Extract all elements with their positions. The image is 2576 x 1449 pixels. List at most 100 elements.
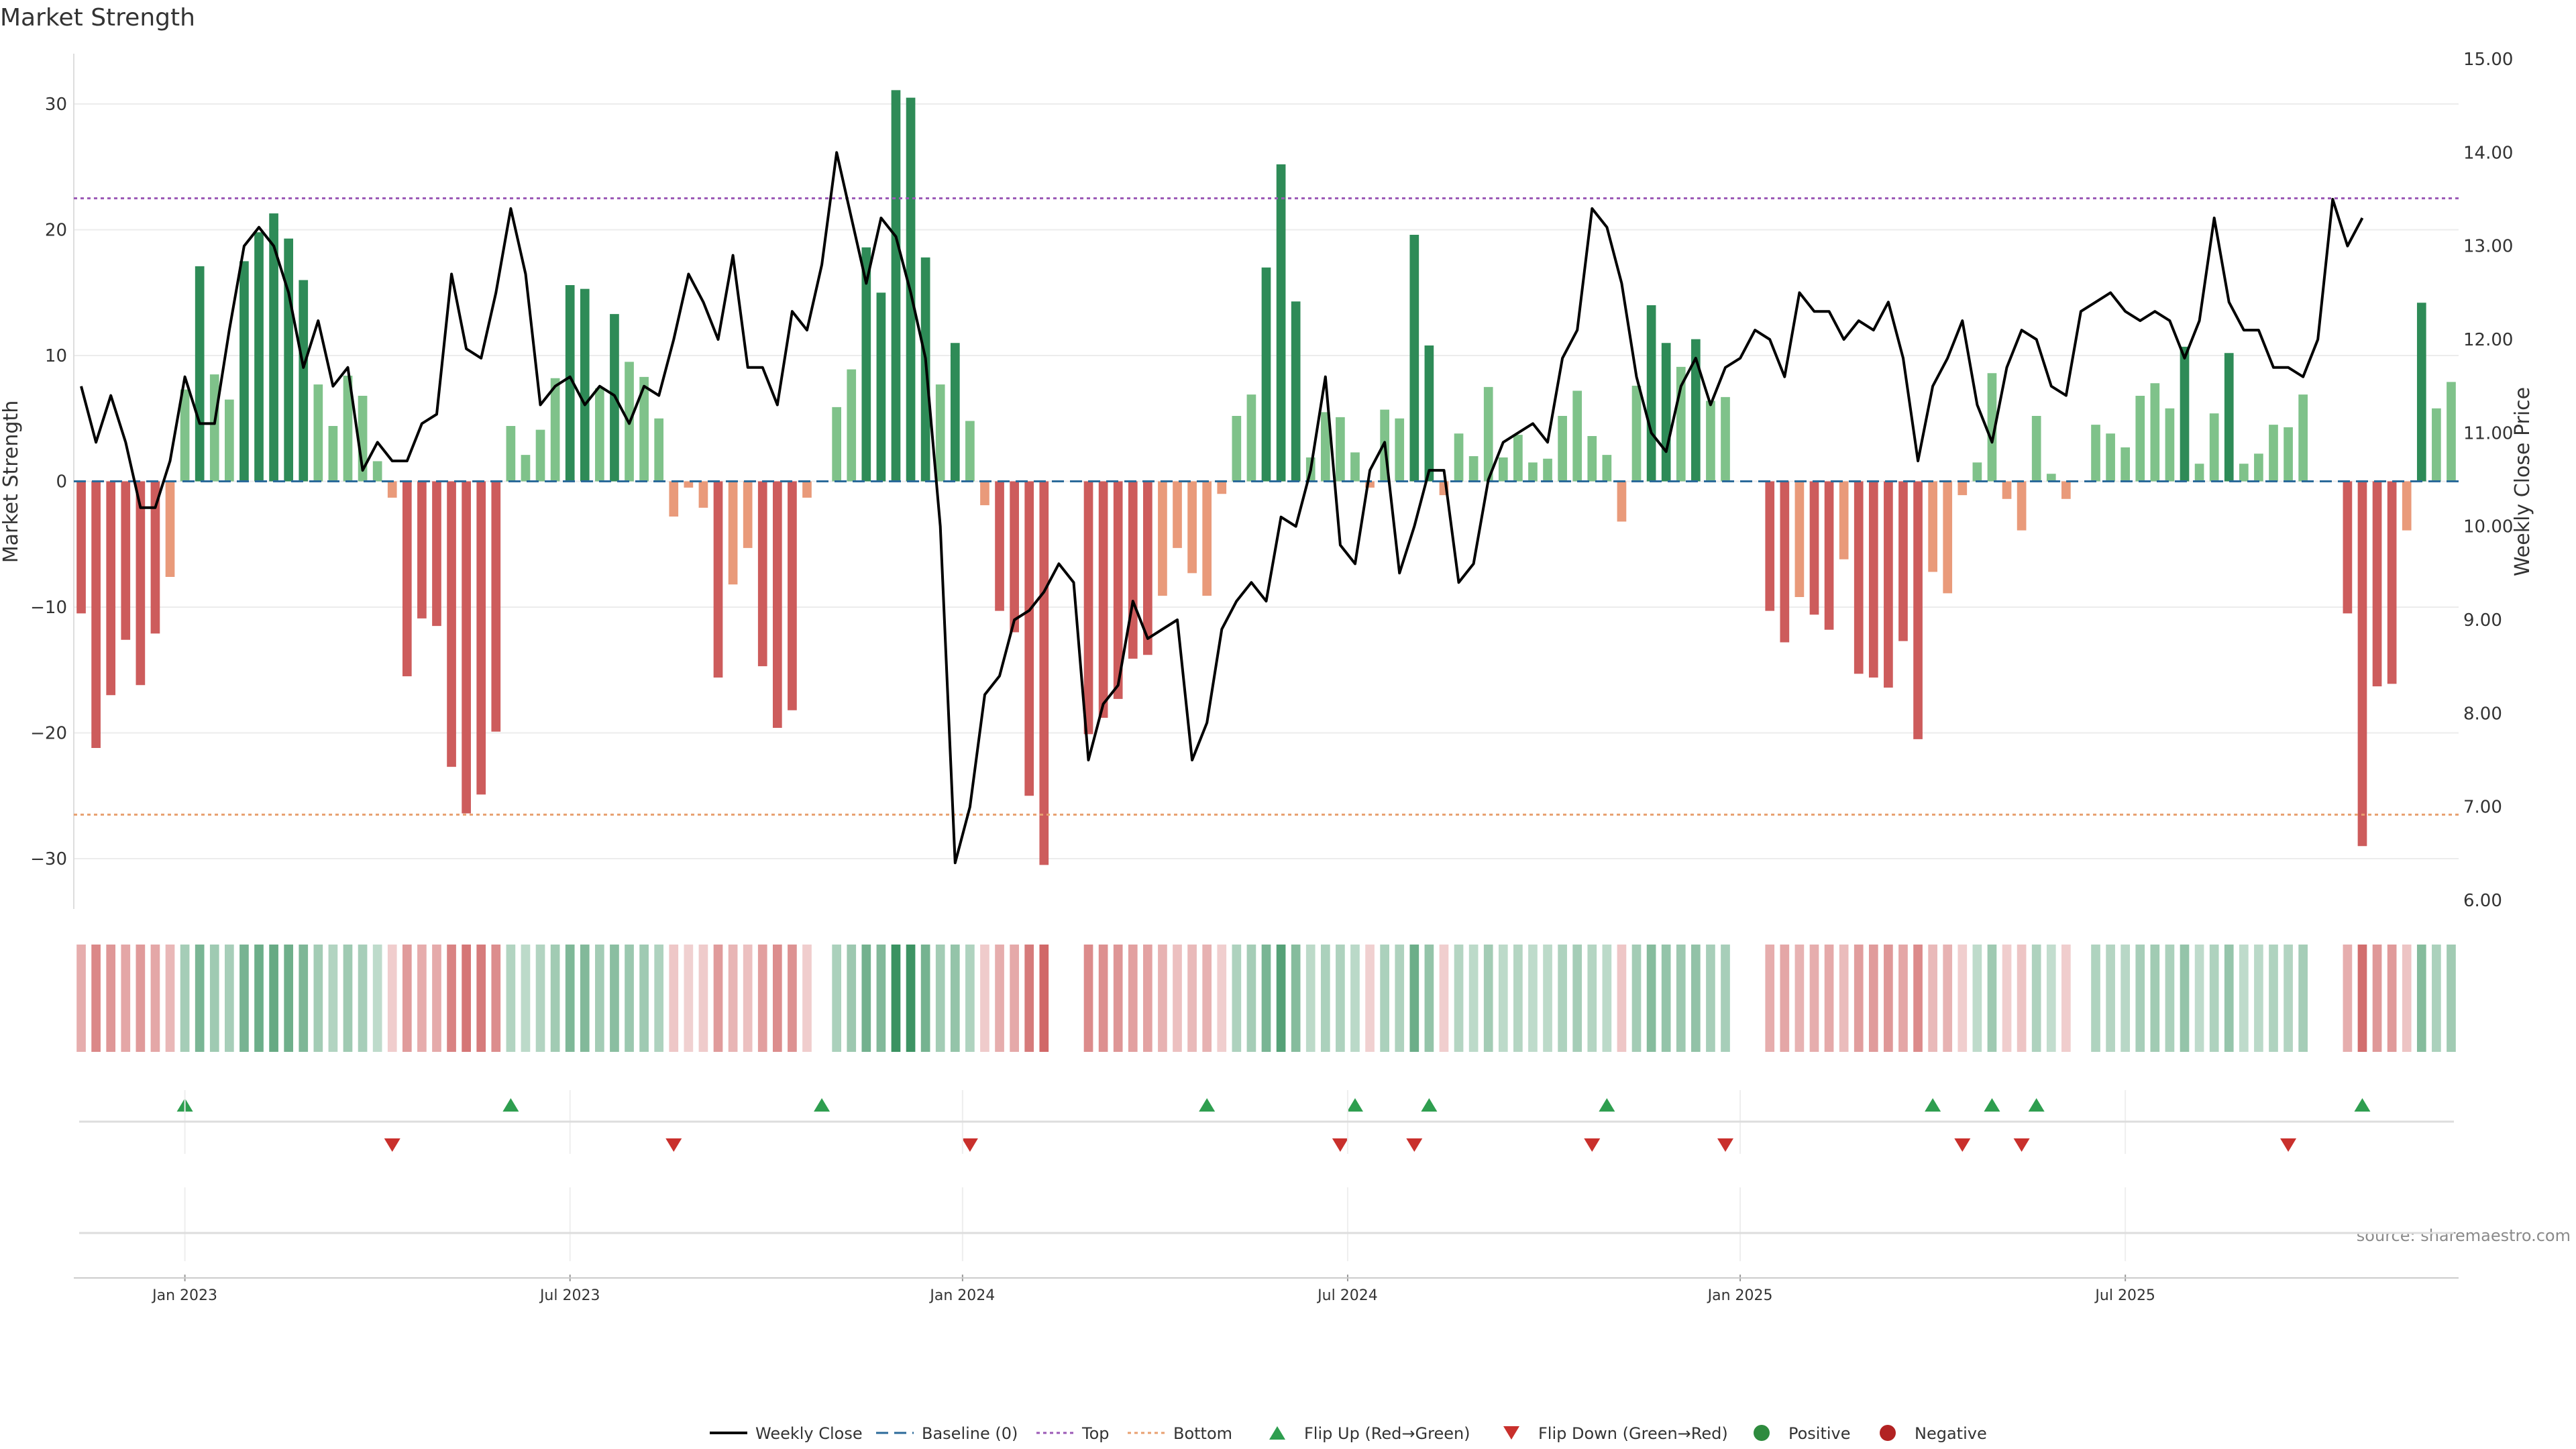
heat-cell	[1661, 945, 1671, 1052]
heat-cell	[1128, 945, 1138, 1052]
heat-cell	[1336, 945, 1345, 1052]
heat-cell	[876, 945, 886, 1052]
heat-cell	[1765, 945, 1775, 1052]
heat-cell	[1305, 945, 1316, 1052]
strength-bar	[1824, 481, 1834, 630]
strength-bar	[1943, 481, 1953, 594]
heat-cell	[713, 945, 723, 1052]
heat-cell	[476, 945, 486, 1052]
heat-cell	[1320, 945, 1330, 1052]
strength-bar	[2135, 396, 2145, 482]
strength-bar	[1276, 164, 1286, 482]
flip-markers	[176, 1098, 2371, 1152]
axes: −30 −20 −10 0 10 20 30 6.00 7.00 8.00 9.00 10.00 11.…	[30, 50, 2513, 911]
heat-cell	[1706, 945, 1715, 1052]
strength-bar	[1528, 462, 1538, 482]
strength-bar	[1661, 343, 1671, 482]
strength-bar	[1690, 339, 1701, 482]
heat-cell	[832, 945, 842, 1052]
heat-cell	[1631, 945, 1642, 1052]
strength-bar	[2165, 408, 2175, 482]
heat-cell	[1957, 945, 1968, 1052]
heat-cell	[950, 945, 960, 1052]
heat-cell	[2402, 945, 2412, 1052]
heat-cell	[1498, 945, 1508, 1052]
strength-bar	[1513, 435, 1523, 482]
strength-bar	[802, 481, 812, 498]
heat-cell	[595, 945, 604, 1052]
date-tick-label: Jan 2025	[1707, 1287, 1773, 1304]
strength-bar	[565, 285, 575, 482]
heat-cell	[462, 945, 471, 1052]
heat-cell	[1898, 945, 1908, 1052]
heat-cell	[1602, 945, 1612, 1052]
heat-cell	[106, 945, 116, 1052]
heat-cell	[1676, 945, 1686, 1052]
y2-tick-label: 10.00	[2463, 517, 2513, 537]
flip-down-marker	[2280, 1138, 2297, 1152]
heat-cell	[1913, 945, 1923, 1052]
y2-tick-label: 7.00	[2463, 798, 2502, 818]
heat-cell	[535, 945, 545, 1052]
heat-cell	[1409, 945, 1419, 1052]
heat-cell	[225, 945, 234, 1052]
strength-bar	[965, 421, 975, 482]
heat-cell	[995, 945, 1004, 1052]
heat-cell	[150, 945, 160, 1052]
strength-bar	[2416, 303, 2426, 482]
heat-cell	[550, 945, 560, 1052]
strength-bar	[1898, 481, 1908, 641]
heat-cell	[1261, 945, 1271, 1052]
strength-bar	[1454, 433, 1464, 482]
strength-bar	[772, 481, 782, 728]
heat-cell	[372, 945, 382, 1052]
strength-bar	[1128, 481, 1138, 659]
strength-bar	[417, 481, 427, 619]
strength-bar	[1884, 481, 1893, 688]
strength-bar	[728, 481, 738, 585]
y2-tick-label: 9.00	[2463, 610, 2502, 631]
strength-bar	[2106, 433, 2115, 482]
date-tick-label: Jul 2025	[2094, 1287, 2155, 1304]
strength-bar	[1631, 386, 1642, 482]
heat-cell	[2254, 945, 2263, 1052]
heat-cell	[136, 945, 146, 1052]
strength-bar	[2224, 353, 2234, 482]
y2-axis-title: Weekly Close Price	[2511, 387, 2534, 576]
strength-bar	[2357, 481, 2367, 847]
strength-bar	[535, 429, 545, 482]
heat-cell	[1024, 945, 1034, 1052]
strength-bar	[1987, 373, 1997, 482]
strength-bar	[2447, 382, 2456, 482]
strength-bar	[1617, 481, 1627, 522]
heat-cell	[684, 945, 694, 1052]
strength-bar	[2150, 383, 2160, 482]
strength-bar	[1928, 481, 1937, 572]
heat-cell	[402, 945, 412, 1052]
strength-bar	[313, 384, 323, 482]
heat-cell	[1572, 945, 1582, 1052]
strength-bar	[76, 481, 86, 614]
heat-cell	[521, 945, 531, 1052]
heat-cell	[1780, 945, 1790, 1052]
strength-bar	[1291, 301, 1301, 482]
legend-label: Top	[1081, 1424, 1110, 1443]
strength-bar	[935, 384, 945, 482]
heat-cell	[387, 945, 397, 1052]
heat-cell	[328, 945, 338, 1052]
heat-cell	[417, 945, 427, 1052]
heat-cell	[1380, 945, 1389, 1052]
heat-cell	[1113, 945, 1123, 1052]
heat-cell	[2447, 945, 2456, 1052]
legend-label: Baseline (0)	[922, 1424, 1018, 1443]
strength-bar	[1173, 481, 1182, 548]
strength-bar	[91, 481, 101, 748]
strength-bar	[1721, 396, 1730, 482]
y-tick-label: −30	[30, 849, 67, 869]
strength-bar	[239, 261, 249, 482]
heat-cell	[358, 945, 368, 1052]
flip-down-marker	[2013, 1138, 2030, 1152]
strength-bar	[343, 376, 353, 482]
strength-heat-strip	[76, 945, 2456, 1052]
heat-cell	[1454, 945, 1464, 1052]
